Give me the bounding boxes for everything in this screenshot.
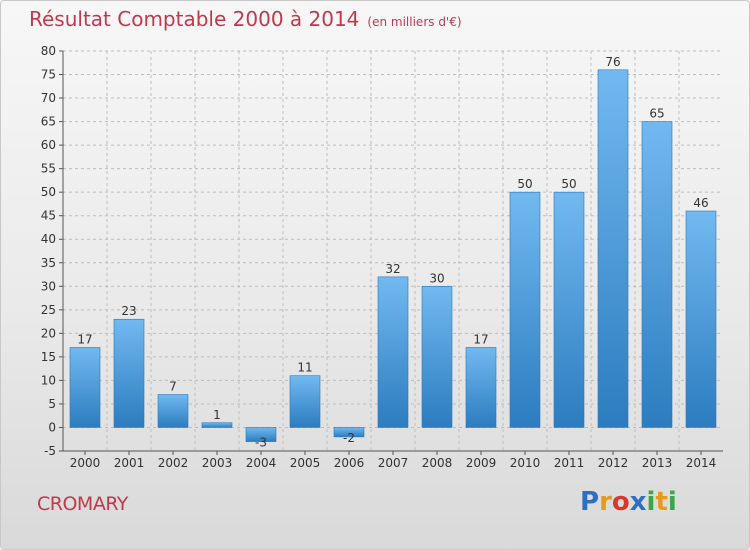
x-tick-label: 2011 xyxy=(554,456,585,470)
x-tick-label: 2004 xyxy=(246,456,277,470)
logo-letter: i xyxy=(667,487,677,517)
bar xyxy=(465,347,497,428)
bar xyxy=(245,427,277,442)
x-tick-label: 2001 xyxy=(114,456,145,470)
y-tick-label: 60 xyxy=(41,138,56,152)
logo-letter: o xyxy=(611,487,630,517)
x-tick-label: 2006 xyxy=(334,456,365,470)
bar xyxy=(201,422,233,428)
y-tick-label: 50 xyxy=(41,185,56,199)
bar xyxy=(509,191,541,428)
x-tick-label: 2009 xyxy=(466,456,497,470)
data-label: -2 xyxy=(343,431,355,445)
y-tick-label: 10 xyxy=(41,373,56,387)
y-tick-label: 15 xyxy=(41,350,56,364)
y-tick-label: 80 xyxy=(41,44,56,58)
y-tick-label: 40 xyxy=(41,232,56,246)
labels: 17 23 7 1 -3 11 -2 32 30 17 50 50 76 65 46 xyxy=(77,55,708,450)
data-label: 50 xyxy=(561,177,576,191)
y-tick-label: 70 xyxy=(41,91,56,105)
bar xyxy=(553,191,585,428)
x-tick-label: 2000 xyxy=(70,456,101,470)
proxiti-logo: Proxiti xyxy=(580,487,677,517)
y-tick-label: 75 xyxy=(41,68,56,82)
y-tick-label: 30 xyxy=(41,279,56,293)
bars xyxy=(69,69,717,442)
bar xyxy=(685,210,717,428)
bar xyxy=(289,375,321,428)
x-tick-label: 2013 xyxy=(642,456,673,470)
x-tick-label: 2002 xyxy=(158,456,189,470)
data-label: 30 xyxy=(429,271,444,285)
logo-letter: P xyxy=(580,487,600,517)
bar xyxy=(333,427,365,438)
logo-letter: i xyxy=(646,487,656,517)
x-tick-label: 2010 xyxy=(510,456,541,470)
x-tick-label: 2003 xyxy=(202,456,233,470)
bar xyxy=(113,318,145,428)
data-label: 7 xyxy=(169,380,177,394)
data-label: 17 xyxy=(77,332,92,346)
y-tick-label: 65 xyxy=(41,115,56,129)
x-tick-label: 2012 xyxy=(598,456,629,470)
bar xyxy=(377,276,409,428)
data-label: 23 xyxy=(121,304,136,318)
y-tick-label: 25 xyxy=(41,303,56,317)
chart-title-text: Résultat Comptable 2000 à 2014 xyxy=(29,7,360,31)
commune-name: CROMARY xyxy=(37,493,128,515)
bar xyxy=(69,347,101,428)
y-tick-label: 55 xyxy=(41,162,56,176)
x-tick-label: 2014 xyxy=(686,456,717,470)
logo-letter: x xyxy=(629,487,647,517)
bar xyxy=(157,394,189,428)
data-label: 1 xyxy=(213,408,221,422)
y-tick-label: 0 xyxy=(48,420,56,434)
data-label: 32 xyxy=(385,262,400,276)
bar xyxy=(641,121,673,428)
chart-title: Résultat Comptable 2000 à 2014 (en millie… xyxy=(29,7,462,31)
logo-letter: r xyxy=(599,487,612,517)
x-tick-label: 2005 xyxy=(290,456,321,470)
data-label: 11 xyxy=(297,361,312,375)
bar xyxy=(421,285,453,428)
axes: -5 0 5 10 15 20 25 30 35 40 45 50 55 60 65 70 75 80 2000 20… xyxy=(41,44,723,470)
logo-letter: t xyxy=(655,487,668,517)
y-tick-label: -5 xyxy=(44,444,56,458)
y-tick-label: 45 xyxy=(41,209,56,223)
data-label: -3 xyxy=(255,436,267,450)
y-tick-label: 35 xyxy=(41,256,56,270)
data-label: 17 xyxy=(473,332,488,346)
data-label: 76 xyxy=(605,55,620,69)
data-label: 50 xyxy=(517,177,532,191)
y-tick-label: 5 xyxy=(48,397,56,411)
x-tick-label: 2007 xyxy=(378,456,409,470)
y-tick-label: 20 xyxy=(41,326,56,340)
data-label: 65 xyxy=(649,107,664,121)
chart-subtitle: (en milliers d'€) xyxy=(367,15,462,29)
bar xyxy=(597,69,629,428)
x-tick-label: 2008 xyxy=(422,456,453,470)
data-label: 46 xyxy=(693,196,708,210)
